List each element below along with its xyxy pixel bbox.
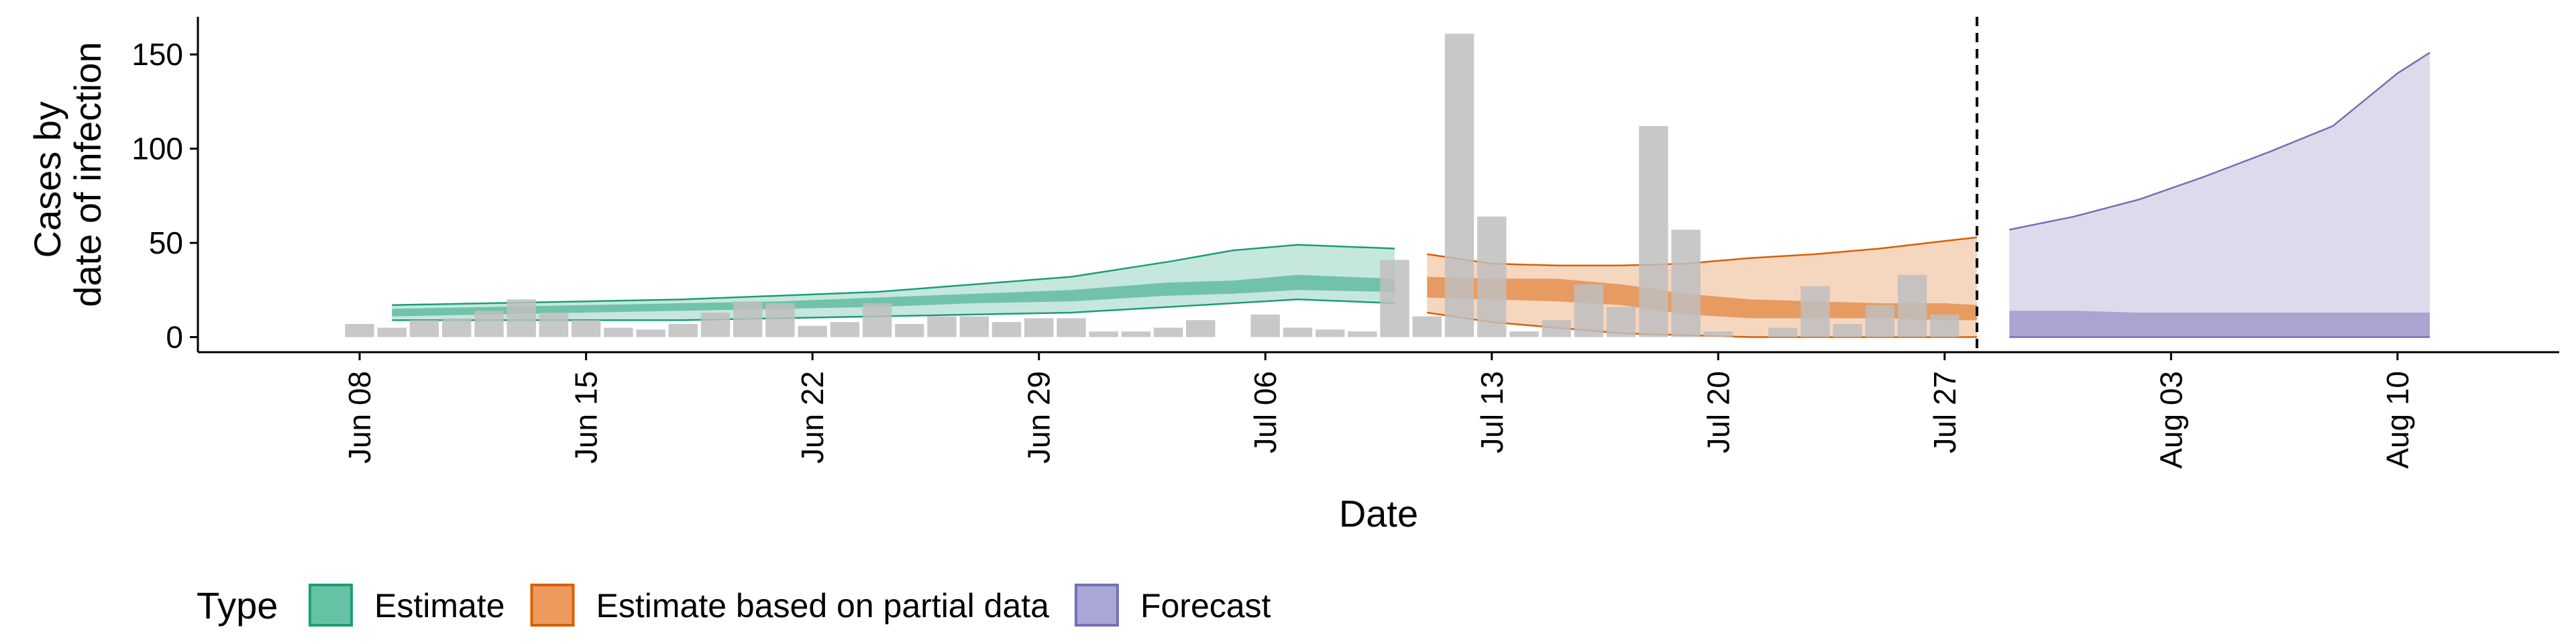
case-bar bbox=[1057, 318, 1086, 337]
x-axis-title: Date bbox=[1339, 492, 1418, 535]
band-layer bbox=[392, 52, 2430, 338]
legend-key-0 bbox=[309, 584, 353, 627]
case-bar bbox=[1380, 260, 1409, 337]
case-bar bbox=[409, 320, 439, 337]
case-bar bbox=[1348, 331, 1377, 337]
x-tick-label: Jun 15 bbox=[569, 371, 604, 464]
case-bar bbox=[830, 322, 860, 337]
case-bar bbox=[798, 325, 827, 337]
case-bar bbox=[1865, 305, 1895, 337]
case-bar bbox=[377, 327, 407, 337]
x-tick-label: Jun 29 bbox=[1022, 371, 1057, 464]
estimate-upper-line bbox=[392, 244, 1395, 307]
case-bar bbox=[1833, 323, 1862, 337]
y-tick-label: 50 bbox=[149, 225, 183, 260]
estimate-band-90 bbox=[392, 244, 1395, 321]
case-bar bbox=[474, 311, 504, 337]
estimate-band-50 bbox=[392, 274, 1395, 317]
case-bar bbox=[539, 313, 569, 337]
x-tick-label: Aug 03 bbox=[2153, 371, 2188, 469]
case-bar bbox=[927, 316, 957, 337]
case-bar bbox=[991, 322, 1022, 337]
case-bar bbox=[1639, 125, 1668, 337]
case-bar bbox=[1024, 318, 1054, 337]
case-bar bbox=[1509, 331, 1539, 337]
case-bar bbox=[1250, 314, 1280, 337]
axes: 0 50 100 150 Jun 08 Jun 15 Jun 22 Jun 29 Jul 06 J… bbox=[131, 17, 2559, 469]
case-bar bbox=[1542, 320, 1571, 337]
case-bar bbox=[959, 316, 989, 337]
y-axis-title: Cases by date of infection bbox=[26, 42, 109, 307]
case-bar bbox=[1089, 331, 1118, 337]
legend-title: Type bbox=[197, 584, 278, 627]
case-bar bbox=[1574, 284, 1604, 337]
case-bar bbox=[571, 320, 601, 337]
y-tick-label: 100 bbox=[131, 131, 183, 166]
case-bar bbox=[1801, 286, 1830, 337]
case-bar bbox=[765, 303, 795, 337]
x-tick-label: Jul 06 bbox=[1248, 371, 1283, 453]
legend-label-0: Estimate bbox=[374, 587, 505, 625]
legend: Type Estimate Estimate based on partial da… bbox=[197, 584, 1271, 627]
case-bar bbox=[1930, 314, 1960, 337]
case-bar bbox=[1897, 274, 1927, 337]
forecast-upper-line bbox=[2009, 52, 2430, 231]
legend-key-2 bbox=[1074, 584, 1119, 627]
y-tick-label: 150 bbox=[131, 37, 183, 72]
bar-layer bbox=[345, 34, 1960, 337]
x-tick-label: Jul 20 bbox=[1701, 371, 1735, 453]
x-tick-label: Aug 10 bbox=[2380, 371, 2415, 469]
case-bar bbox=[1477, 216, 1507, 337]
x-tick-label: Jul 27 bbox=[1927, 371, 1962, 453]
estimate_partial-band-50 bbox=[1427, 276, 1978, 321]
case-bar bbox=[506, 299, 536, 337]
legend-key-1 bbox=[530, 584, 575, 627]
forecast-band-50 bbox=[2009, 311, 2430, 337]
estimate-lower-line bbox=[392, 299, 1395, 321]
case-bar bbox=[1283, 327, 1313, 337]
legend-label-2: Forecast bbox=[1140, 587, 1271, 625]
case-bar bbox=[733, 301, 763, 337]
x-tick-label: Jun 08 bbox=[342, 371, 377, 464]
case-bar bbox=[700, 313, 731, 337]
case-bar bbox=[345, 323, 374, 337]
x-tick-label: Jul 13 bbox=[1474, 371, 1509, 453]
y-tick-label: 0 bbox=[166, 320, 183, 355]
case-bar bbox=[1186, 320, 1216, 337]
case-bar bbox=[1606, 307, 1636, 337]
case-bar bbox=[442, 318, 472, 337]
estimate_partial-upper-line bbox=[1427, 236, 1978, 267]
case-bar bbox=[1412, 316, 1442, 337]
forecast-band-90 bbox=[2009, 52, 2430, 337]
y-axis-title-line-1: Cases by bbox=[26, 101, 68, 258]
case-bar bbox=[895, 323, 924, 337]
case-bar bbox=[1444, 34, 1474, 337]
case-bar bbox=[1316, 329, 1345, 337]
legend-label-1: Estimate based on partial data bbox=[596, 587, 1050, 625]
case-bar bbox=[1703, 331, 1733, 337]
y-axis-title-line-2: date of infection bbox=[66, 42, 109, 307]
x-tick-label: Jun 22 bbox=[795, 371, 830, 464]
case-bar bbox=[604, 327, 633, 337]
case-bar bbox=[1121, 331, 1151, 337]
case-bar bbox=[862, 303, 892, 337]
case-bar bbox=[636, 329, 665, 337]
case-bar bbox=[1768, 327, 1798, 337]
case-bar bbox=[668, 323, 698, 337]
case-bar bbox=[1671, 229, 1701, 337]
case-bar bbox=[1153, 327, 1183, 337]
